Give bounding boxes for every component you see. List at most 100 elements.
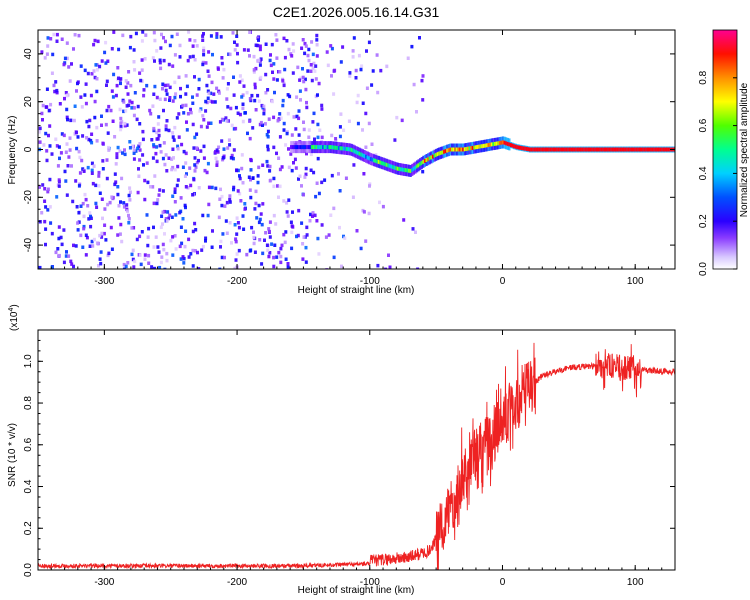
heatmap-cell	[370, 142, 374, 146]
heatmap-cell	[317, 191, 321, 196]
heatmap-cell	[87, 137, 91, 142]
heatmap-cell	[151, 56, 155, 60]
heatmap-cell	[157, 250, 161, 254]
heatmap-cell	[100, 197, 104, 201]
heatmap-cell	[58, 253, 61, 258]
heatmap-cell	[152, 30, 156, 35]
heatmap-cell	[174, 213, 178, 217]
heatmap-cell	[261, 123, 264, 127]
ridge-core	[656, 147, 659, 152]
heatmap-cell	[159, 150, 163, 154]
heatmap-cell	[205, 125, 209, 129]
heatmap-cell	[119, 124, 123, 129]
heatmap-cell	[191, 44, 195, 48]
heatmap-cell	[103, 207, 107, 211]
heatmap-cell	[95, 205, 99, 209]
heatmap-cell	[90, 132, 94, 136]
heatmap-cell	[50, 231, 54, 236]
heatmap-cell	[272, 255, 276, 260]
heatmap-cell	[256, 174, 260, 178]
heatmap-cell	[72, 118, 76, 123]
heatmap-cell	[241, 181, 245, 185]
heatmap-cell	[185, 84, 189, 89]
heatmap-cell	[290, 246, 294, 251]
heatmap-cell	[298, 174, 302, 178]
heatmap-cell	[101, 159, 105, 163]
heatmap-cell	[62, 228, 66, 232]
heatmap-cell	[246, 48, 250, 52]
y-tick-label: 0	[23, 146, 34, 152]
heatmap-cell	[193, 135, 197, 140]
heatmap-cell	[207, 74, 211, 78]
ridge-core	[465, 147, 468, 151]
heatmap-cell	[265, 133, 269, 137]
heatmap-cell	[128, 186, 132, 190]
heatmap-cell	[225, 231, 229, 235]
heatmap-cell	[38, 220, 42, 224]
top-y-axis-label: Frequency (Hz)	[7, 116, 18, 185]
heatmap-cell	[129, 34, 133, 39]
heatmap-cell	[185, 120, 188, 124]
heatmap-cell	[189, 183, 193, 188]
heatmap-cell	[201, 34, 205, 38]
ridge-core	[529, 147, 532, 152]
heatmap-cell	[232, 75, 235, 79]
heatmap-cell	[254, 201, 258, 206]
ridge-core	[314, 145, 317, 150]
heatmap-cell	[175, 183, 179, 188]
heatmap-cell	[344, 176, 348, 180]
heatmap-cell	[278, 135, 282, 139]
ridge-core	[554, 147, 557, 152]
heatmap-cell	[296, 233, 300, 238]
heatmap-cell	[241, 102, 245, 106]
heatmap-cell	[48, 124, 52, 128]
heatmap-cell	[74, 179, 78, 183]
heatmap-cell	[235, 34, 239, 38]
heatmap-cell	[268, 179, 272, 183]
heatmap-cell	[303, 77, 307, 82]
heatmap-cell	[234, 258, 238, 262]
heatmap-cell	[272, 145, 276, 150]
heatmap-cell	[88, 211, 92, 215]
heatmap-cell	[113, 182, 117, 187]
heatmap-cell	[55, 32, 59, 37]
heatmap-cell	[157, 115, 161, 119]
heatmap-cell	[50, 265, 54, 269]
heatmap-cell	[290, 224, 294, 228]
heatmap-cell	[138, 234, 142, 239]
heatmap-cell	[57, 145, 61, 149]
heatmap-cell	[66, 117, 69, 122]
heatmap-cell	[364, 145, 368, 149]
ridge-core	[560, 147, 564, 152]
heatmap-cell	[156, 122, 160, 126]
heatmap-cell	[156, 198, 160, 202]
x-tick-label: -300	[94, 276, 114, 287]
snr-series-line	[38, 342, 675, 570]
heatmap-cell	[212, 92, 216, 96]
ridge-core	[599, 147, 602, 152]
heatmap-cell	[53, 89, 57, 94]
heatmap-cell	[119, 200, 122, 204]
heatmap-cell	[243, 207, 247, 211]
heatmap-cell	[164, 39, 167, 44]
heatmap-cell	[62, 260, 66, 265]
heatmap-cell	[284, 143, 288, 147]
heatmap-cell	[159, 46, 163, 50]
heatmap-cell	[86, 204, 90, 208]
heatmap-cell	[40, 111, 44, 116]
heatmap-cell	[45, 158, 49, 163]
heatmap-cell	[298, 89, 302, 93]
ridge-core	[667, 147, 670, 152]
ridge-core	[626, 147, 629, 152]
heatmap-cell	[81, 245, 85, 249]
heatmap-cell	[220, 203, 224, 208]
heatmap-cell	[291, 42, 295, 46]
heatmap-cell	[259, 57, 263, 61]
heatmap-cell	[236, 189, 240, 193]
heatmap-cell	[132, 106, 136, 110]
heatmap-cell	[289, 220, 293, 224]
heatmap-cell	[94, 201, 98, 206]
heatmap-cell	[342, 128, 346, 132]
ridge-core	[293, 145, 296, 150]
heatmap-cell	[238, 176, 242, 181]
